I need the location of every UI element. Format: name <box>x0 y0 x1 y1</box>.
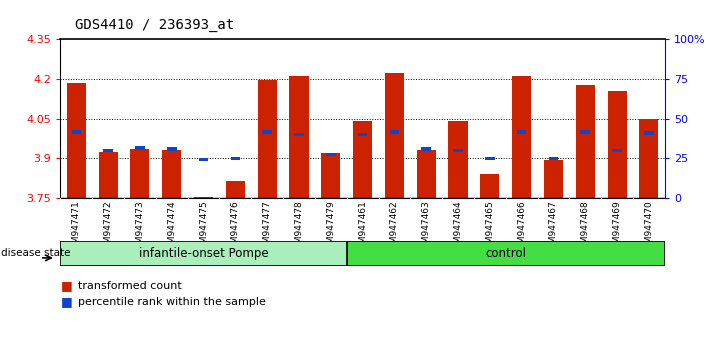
Text: GSM947470: GSM947470 <box>644 200 653 255</box>
Bar <box>390 130 399 133</box>
Bar <box>449 121 468 198</box>
Bar <box>135 146 145 149</box>
Text: ■: ■ <box>60 279 73 292</box>
Bar <box>353 121 372 198</box>
Bar <box>321 153 341 198</box>
Bar <box>262 130 272 133</box>
Bar <box>230 157 240 160</box>
Text: GSM947467: GSM947467 <box>549 200 558 255</box>
Bar <box>347 241 665 266</box>
Text: GDS4410 / 236393_at: GDS4410 / 236393_at <box>75 18 234 32</box>
Text: GSM947471: GSM947471 <box>72 200 81 255</box>
Text: GSM947461: GSM947461 <box>358 200 367 255</box>
Bar <box>385 74 404 198</box>
Bar <box>544 160 563 198</box>
Bar <box>226 181 245 198</box>
Text: GSM947465: GSM947465 <box>486 200 494 255</box>
Bar <box>422 147 431 151</box>
Text: GSM947463: GSM947463 <box>422 200 431 255</box>
Text: GSM947474: GSM947474 <box>167 200 176 255</box>
Text: GSM947479: GSM947479 <box>326 200 336 255</box>
Bar <box>576 85 595 198</box>
Text: ■: ■ <box>60 295 73 308</box>
Bar <box>517 130 526 133</box>
Text: control: control <box>485 247 526 260</box>
Text: GSM947475: GSM947475 <box>199 200 208 255</box>
Bar <box>607 91 626 198</box>
Bar <box>60 241 347 266</box>
Text: GSM947473: GSM947473 <box>136 200 144 255</box>
Text: GSM947462: GSM947462 <box>390 200 399 255</box>
Bar <box>639 119 658 198</box>
Text: GSM947464: GSM947464 <box>454 200 463 255</box>
Bar <box>326 153 336 156</box>
Bar <box>417 150 436 198</box>
Text: infantile-onset Pompe: infantile-onset Pompe <box>139 247 268 260</box>
Bar <box>72 130 81 133</box>
Bar <box>257 80 277 198</box>
Bar <box>644 131 653 135</box>
Bar <box>167 147 176 151</box>
Bar <box>485 157 495 160</box>
Text: GSM947478: GSM947478 <box>294 200 304 255</box>
Bar <box>199 158 208 161</box>
Text: GSM947466: GSM947466 <box>517 200 526 255</box>
Bar <box>294 133 304 136</box>
Bar <box>612 149 622 152</box>
Text: percentile rank within the sample: percentile rank within the sample <box>78 297 266 307</box>
Bar <box>580 130 590 133</box>
Text: GSM947477: GSM947477 <box>262 200 272 255</box>
Bar <box>481 175 499 198</box>
Text: disease state: disease state <box>1 249 70 258</box>
Bar <box>512 76 531 198</box>
Bar <box>194 197 213 198</box>
Bar <box>162 150 181 198</box>
Bar <box>454 149 463 152</box>
Text: GSM947468: GSM947468 <box>581 200 589 255</box>
Bar <box>358 133 368 136</box>
Bar <box>99 152 118 198</box>
Bar <box>103 149 113 152</box>
Text: GSM947476: GSM947476 <box>231 200 240 255</box>
Text: GSM947472: GSM947472 <box>104 200 112 255</box>
Text: GSM947469: GSM947469 <box>613 200 621 255</box>
Bar <box>549 157 558 160</box>
Text: transformed count: transformed count <box>78 281 182 291</box>
Bar <box>130 149 149 198</box>
Bar <box>289 76 309 198</box>
Bar <box>67 83 86 198</box>
